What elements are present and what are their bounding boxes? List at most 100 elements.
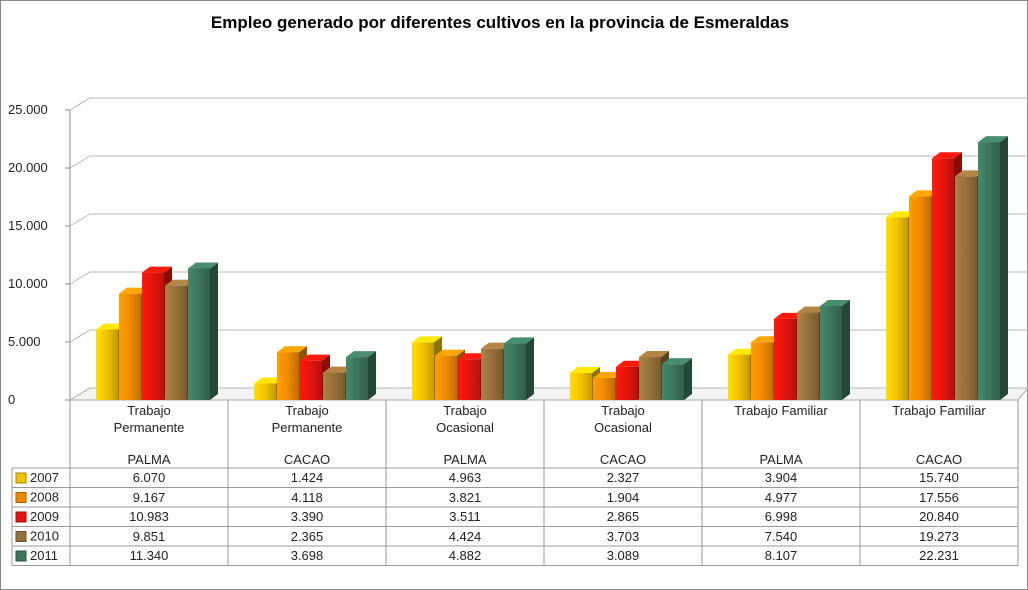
bar-top <box>504 337 534 344</box>
legend-swatch <box>15 550 27 562</box>
table-value: 3.698 <box>290 548 324 564</box>
bar-front <box>955 176 977 400</box>
bar-top <box>751 336 781 343</box>
category-main: Trabajo Permanente <box>113 403 185 435</box>
table-value: 8.107 <box>764 548 798 564</box>
bar-front <box>481 348 503 400</box>
bar <box>504 337 534 400</box>
table-value: 3.511 <box>449 509 481 525</box>
legend-swatch <box>15 472 27 484</box>
bar-side <box>526 337 534 400</box>
category-label: Trabajo Permanente <box>70 402 228 442</box>
category-sub: CACAO <box>599 451 647 467</box>
bar-top <box>323 366 353 373</box>
bar-top <box>955 170 985 177</box>
table-value: 2.327 <box>606 470 640 486</box>
y-tick-label: 0 <box>8 392 15 407</box>
bar-front <box>909 196 931 400</box>
table-value: 11.340 <box>129 548 169 564</box>
y-tick-label: 5.000 <box>8 334 41 349</box>
legend-label: 2007 <box>30 470 59 485</box>
table-value: 3.703 <box>606 528 640 544</box>
bar-top <box>412 336 442 343</box>
bar <box>346 351 376 400</box>
y-tick-label: 25.000 <box>8 102 48 117</box>
bar-front <box>277 352 299 400</box>
bar-front <box>323 372 345 400</box>
table-value: 6.998 <box>764 509 798 525</box>
bar-front <box>96 329 118 400</box>
bar-top <box>300 354 330 361</box>
bar-front <box>188 268 210 400</box>
category-label: Trabajo Permanente <box>228 402 386 442</box>
bar-side <box>1000 136 1008 400</box>
bar-top <box>119 287 149 294</box>
legend-label: 2008 <box>30 490 59 505</box>
table-value: 3.821 <box>448 489 482 505</box>
bar-side <box>684 358 692 400</box>
category-label: Trabajo Familiar <box>702 402 860 442</box>
grid-line <box>69 387 1028 401</box>
bar-front <box>639 357 661 400</box>
legend-label: 2011 <box>30 548 58 563</box>
grid-line <box>69 155 1028 169</box>
bar <box>188 262 218 400</box>
bar-front <box>435 355 457 400</box>
category-sub: PALMA <box>759 451 803 467</box>
bar-top <box>797 306 827 313</box>
bar-side <box>368 351 376 400</box>
y-tick-label: 15.000 <box>8 218 48 233</box>
bar-top <box>277 346 307 353</box>
bar-top <box>570 367 600 374</box>
bar-front <box>504 343 526 400</box>
bar-top <box>909 190 939 197</box>
bar-front <box>820 305 842 400</box>
table-value: 4.882 <box>448 548 482 564</box>
table-value: 4.424 <box>448 528 482 544</box>
bar-front <box>886 217 908 400</box>
bar <box>662 358 692 400</box>
table-value: 1.424 <box>290 470 324 486</box>
bar-top <box>165 279 195 286</box>
bar-front <box>412 342 434 400</box>
bar-top <box>932 152 962 159</box>
grid-line <box>69 329 1028 343</box>
category-main: Trabajo Familiar <box>892 403 986 418</box>
table-value: 9.851 <box>132 528 166 544</box>
bar-top <box>662 358 692 365</box>
table-value: 4.118 <box>291 489 323 505</box>
bar-front <box>458 359 480 400</box>
bar-top <box>820 299 850 306</box>
table-value: 4.977 <box>764 489 798 505</box>
grid-line <box>69 97 1028 111</box>
bar-top <box>886 211 916 218</box>
bar-front <box>346 357 368 400</box>
bar-front <box>593 377 615 400</box>
category-main: Trabajo Ocasional <box>436 403 494 435</box>
bar <box>820 299 850 400</box>
bar-front <box>932 158 954 400</box>
bar-top <box>774 312 804 319</box>
category-sub: CACAO <box>915 451 963 467</box>
bar-top <box>978 136 1008 143</box>
table-value: 1.904 <box>606 489 640 505</box>
chart-title: Empleo generado por diferentes cultivos … <box>211 13 789 32</box>
category-main: Trabajo Ocasional <box>594 403 652 435</box>
category-sub: PALMA <box>127 451 171 467</box>
bar-top <box>481 342 511 349</box>
category-label: Trabajo Ocasional <box>386 402 544 442</box>
bar-front <box>142 272 164 400</box>
table-value: 7.540 <box>764 528 798 544</box>
bar-top <box>593 371 623 378</box>
legend-swatch <box>15 511 27 523</box>
bar-side <box>842 299 850 400</box>
bar-front <box>254 383 276 400</box>
category-label: Trabajo Familiar <box>860 402 1018 442</box>
table-value: 15.740 <box>919 470 959 486</box>
bar-top <box>96 323 126 330</box>
bar-front <box>570 373 592 400</box>
bar-top <box>254 377 284 384</box>
grid-line <box>69 271 1028 285</box>
